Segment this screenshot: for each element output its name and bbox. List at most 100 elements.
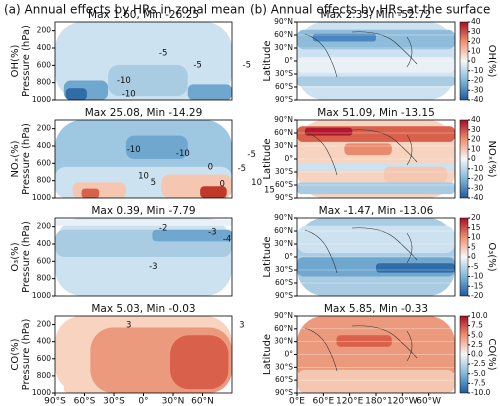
contour-fill [297, 57, 455, 73]
colorbar [459, 217, 469, 297]
contour-fill [81, 188, 100, 198]
y-axis-label: Pressure (hPa) [21, 25, 32, 97]
y-tick-label: 30°S [275, 167, 293, 176]
contour-fill [65, 88, 87, 100]
contour-label: -5 [238, 164, 246, 174]
contour-label: 10 [251, 178, 262, 188]
y-axis-label: Latitude [262, 40, 273, 81]
y-tick-label: 30°S [275, 362, 293, 371]
contour-label: -5 [193, 60, 201, 70]
contour-label: -10 [127, 145, 141, 155]
y-tick-label: 90°N [274, 17, 293, 26]
y-tick-label: 600 [37, 354, 52, 363]
colorbar-tick-label: 30 [471, 125, 481, 134]
contour-fill [72, 182, 126, 198]
contour-fill [170, 335, 229, 390]
x-tick-label: 60°N [191, 397, 214, 406]
x-tick-label: 120°E [336, 397, 364, 406]
y-axis-label: Pressure (hPa) [21, 319, 32, 391]
colorbar-tick-label: 5 [471, 242, 476, 251]
y-tick-label: 60°N [274, 226, 293, 235]
y-axis-label: OH(%) [10, 45, 21, 78]
y-tick-label: 200 [37, 26, 52, 35]
colorbar-tick-label: 20 [471, 37, 481, 46]
contour-label: 10 [138, 172, 149, 182]
y-tick-label: 30°N [274, 337, 293, 346]
y-tick-label: 60°N [274, 30, 293, 39]
panel-frame [54, 119, 233, 199]
colorbar-tick-label: 2.5 [471, 340, 483, 349]
x-tick-label: 30°S [103, 397, 125, 406]
y-axis-label: Latitude [262, 334, 273, 375]
colorbar-tick-label: -7.5 [471, 378, 486, 387]
colorbar-tick-label: -20 [471, 291, 483, 300]
colorbar-tick-label: 10 [471, 144, 481, 153]
y-tick-label: 60°S [275, 278, 293, 287]
y-tick-label: 800 [37, 176, 52, 185]
contour-fill [63, 381, 82, 393]
y-tick-label: 60°S [275, 180, 293, 189]
colorbar-label: NOₓ(%) [486, 140, 497, 177]
contour-fill [344, 143, 392, 156]
contour-label: -10 [117, 76, 131, 86]
coastline [304, 129, 418, 176]
contour-label: -10 [176, 149, 190, 159]
contour-fill [312, 33, 376, 42]
y-tick-label: 400 [37, 141, 52, 150]
x-tick-label: 90°S [44, 397, 66, 406]
contour-label: -3 [208, 228, 216, 238]
y-tick-label: 0° [284, 154, 293, 163]
panel-title: Max 51.09, Min -13.15 [317, 107, 435, 119]
colorbar-tick-label: -10.0 [471, 388, 491, 397]
y-tick-label: 90°N [274, 311, 293, 320]
colorbar-tick-label: 40 [471, 17, 481, 26]
panel-frame [54, 21, 233, 101]
y-tick-label: 90°S [275, 193, 293, 202]
colorbar [459, 21, 469, 101]
colorbar-tick-label: -5.0 [471, 369, 486, 378]
colorbar-tick-label: 0 [471, 154, 476, 163]
colorbar-tick-label: 7.5 [471, 321, 483, 330]
y-axis-label: CO(%) [10, 338, 21, 370]
panel-frame [54, 217, 233, 297]
colorbar [459, 315, 469, 394]
colorbar-tick-label: 10 [471, 233, 481, 242]
y-tick-label: 0° [284, 252, 293, 261]
panel-title: Max 1.60, Min -26.25 [88, 9, 199, 21]
colorbar-tick-label: 0 [471, 252, 476, 261]
y-tick-label: 800 [37, 274, 52, 283]
y-tick-label: 600 [37, 60, 52, 69]
y-axis-label: NOₓ(%) [10, 140, 21, 177]
panel-title: Max 2.33, Min -52.72 [321, 9, 432, 21]
coastline [304, 325, 418, 372]
y-axis-label: O₃(%) [10, 242, 21, 271]
contour-fill [125, 135, 188, 159]
y-axis-label: Latitude [262, 138, 273, 179]
contour-fill [152, 229, 232, 242]
colorbar-tick-label: -40 [471, 95, 483, 104]
colorbar-tick-label: 20 [471, 213, 481, 222]
colorbar-tick-label: 10.0 [471, 311, 488, 320]
colorbar-tick-label: -10 [471, 66, 483, 75]
y-tick-label: 60°S [275, 375, 293, 384]
y-tick-label: 60°N [274, 128, 293, 137]
colorbar-tick-label: 15 [471, 223, 481, 232]
colorbar-tick-label: 0 [471, 56, 476, 65]
header-b: (b) Annual effects by HRs at the surface [250, 3, 490, 17]
x-tick-label: 120°W [387, 397, 418, 406]
colorbar-tick-label: -15 [471, 281, 483, 290]
x-tick-label: 60°W [416, 397, 441, 406]
panel-title: Max 0.39, Min -7.79 [91, 205, 195, 217]
contour-label: -2 [159, 224, 167, 234]
y-tick-label: 0° [284, 56, 293, 65]
y-tick-label: 0° [284, 350, 293, 359]
panel-frame [296, 217, 456, 297]
contour-label: -10 [122, 89, 136, 99]
y-tick-label: 200 [37, 124, 52, 133]
panel-title: Max 5.03, Min -0.03 [91, 303, 195, 315]
colorbar [459, 119, 469, 199]
colorbar-tick-label: -2.5 [471, 359, 486, 368]
y-axis-label: Latitude [262, 236, 273, 277]
x-tick-label: 0° [138, 397, 148, 406]
